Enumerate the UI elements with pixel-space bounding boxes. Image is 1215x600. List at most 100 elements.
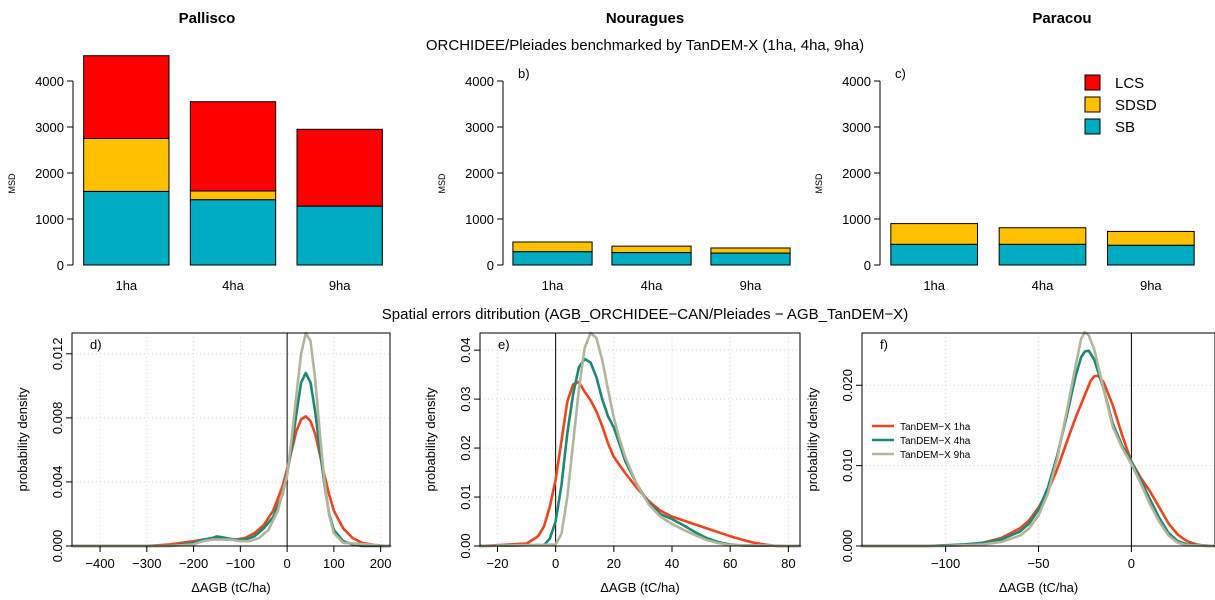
density-curve-9ha — [860, 330, 1215, 548]
y-tick-label: 3000 — [465, 120, 494, 135]
bar-segment-sdsd — [998, 227, 1087, 245]
y-tick-label: 0.008 — [50, 402, 65, 435]
density-curve-4ha — [860, 349, 1215, 548]
x-tick-label: 1ha — [923, 278, 945, 293]
charts-layer: 01000200030004000MSDa)1ha4ha9ha010002000… — [7, 55, 1215, 595]
density-curve-9ha — [478, 331, 802, 548]
y-tick-label: 0.012 — [50, 338, 65, 371]
y-tick-label: 3000 — [35, 120, 64, 135]
x-tick-label: 0 — [284, 556, 291, 571]
density-curve-1ha — [70, 414, 392, 548]
x-tick-label: −300 — [132, 556, 161, 571]
bar-segment-sdsd — [512, 241, 593, 253]
x-axis-label: ΔAGB (tC/ha) — [999, 580, 1078, 595]
y-tick-label: 2000 — [35, 166, 64, 181]
plot-frame — [71, 332, 391, 547]
site-title-nouragues: Nouragues — [606, 10, 684, 27]
y-tick-label: 0 — [487, 258, 494, 273]
y-tick-label: 0.000 — [840, 530, 855, 563]
y-axis-label: MSD — [7, 173, 17, 194]
top-row-title: ORCHIDEE/Pleiades benchmarked by TanDEM-… — [426, 37, 864, 54]
bar-segment-sb — [83, 190, 170, 266]
y-tick-label: 2000 — [842, 166, 871, 181]
legend-label: TanDEM−X 9ha — [900, 450, 971, 461]
x-tick-label: −50 — [1027, 556, 1049, 571]
y-tick-label: 0.02 — [458, 435, 473, 460]
bar-segment-sdsd — [611, 245, 692, 254]
x-tick-label: −100 — [931, 556, 960, 571]
y-tick-label: 3000 — [842, 120, 871, 135]
density-curve-1ha — [478, 380, 802, 548]
x-tick-label: 4ha — [1032, 278, 1054, 293]
y-tick-label: 1000 — [35, 212, 64, 227]
x-tick-label: 40 — [665, 556, 679, 571]
bar-segment-lcs — [189, 101, 277, 192]
x-tick-label: −100 — [226, 556, 255, 571]
legend-label: TanDEM−X 4ha — [900, 436, 971, 447]
bar-segment-sb — [296, 205, 383, 266]
y-axis-label: probability density — [423, 387, 438, 492]
bar-segment-sb — [611, 252, 692, 266]
bar-segment-lcs — [296, 128, 383, 207]
x-tick-label: 0 — [552, 556, 559, 571]
bar-segment-sb — [1107, 244, 1195, 266]
legend-label-lcs: LCS — [1115, 75, 1144, 92]
y-tick-label: 0.03 — [458, 386, 473, 411]
x-axis-label: ΔAGB (tC/ha) — [191, 580, 270, 595]
x-tick-label: 9ha — [1140, 278, 1162, 293]
x-tick-label: −200 — [179, 556, 208, 571]
x-tick-label: 4ha — [641, 278, 663, 293]
site-title-pallisco: Pallisco — [179, 10, 236, 27]
y-axis-label: probability density — [805, 387, 820, 492]
bar-segment-sdsd — [83, 138, 170, 192]
x-tick-label: −20 — [486, 556, 508, 571]
y-tick-label: 0 — [864, 258, 871, 273]
panel-label: d) — [90, 337, 102, 352]
y-tick-label: 0.01 — [458, 484, 473, 509]
panel-label: c) — [895, 66, 906, 81]
density-curve-4ha — [70, 371, 392, 548]
y-tick-label: 1000 — [465, 212, 494, 227]
bar-segment-sb — [710, 252, 791, 266]
plot-frame — [479, 332, 801, 547]
density-curve-1ha — [860, 374, 1215, 548]
density-curve-4ha — [478, 357, 802, 548]
legend-label-sdsd: SDSD — [1115, 97, 1157, 114]
x-tick-label: −400 — [85, 556, 114, 571]
x-axis-label: ΔAGB (tC/ha) — [600, 580, 679, 595]
x-tick-label: 100 — [323, 556, 345, 571]
y-tick-label: 4000 — [465, 74, 494, 89]
y-tick-label: 0.010 — [840, 449, 855, 482]
x-tick-label: 1ha — [115, 278, 137, 293]
bottom-row-title: Spatial errors ditribution (AGB_ORCHIDEE… — [382, 306, 908, 323]
y-tick-label: 0.000 — [50, 530, 65, 563]
x-tick-label: 60 — [723, 556, 737, 571]
legend-label-sb: SB — [1115, 119, 1135, 136]
y-tick-label: 1000 — [842, 212, 871, 227]
y-tick-label: 4000 — [842, 74, 871, 89]
x-tick-label: 20 — [607, 556, 621, 571]
bar-segment-sb — [512, 251, 593, 266]
x-tick-label: 4ha — [222, 278, 244, 293]
y-tick-label: 0 — [57, 258, 64, 273]
y-tick-label: 0.04 — [458, 337, 473, 362]
panel-label: f) — [880, 337, 888, 352]
panel-label: b) — [518, 66, 530, 81]
y-tick-label: 2000 — [465, 166, 494, 181]
bar-segment-sdsd — [890, 223, 978, 245]
x-tick-label: 1ha — [542, 278, 564, 293]
x-tick-label: 9ha — [740, 278, 762, 293]
panel-label: e) — [498, 337, 510, 352]
legend-swatch-lcs — [1084, 74, 1101, 91]
bar-segment-sb — [189, 199, 277, 266]
y-axis-label: MSD — [437, 173, 447, 194]
bar-segment-sb — [998, 243, 1087, 266]
legend-label: TanDEM−X 1ha — [900, 422, 971, 433]
bar-segment-sdsd — [189, 190, 277, 201]
x-tick-label: 200 — [370, 556, 392, 571]
bar-segment-sdsd — [1107, 230, 1195, 246]
y-axis-label: MSD — [814, 173, 824, 194]
y-tick-label: 0.004 — [50, 466, 65, 499]
y-tick-label: 0.020 — [840, 369, 855, 402]
